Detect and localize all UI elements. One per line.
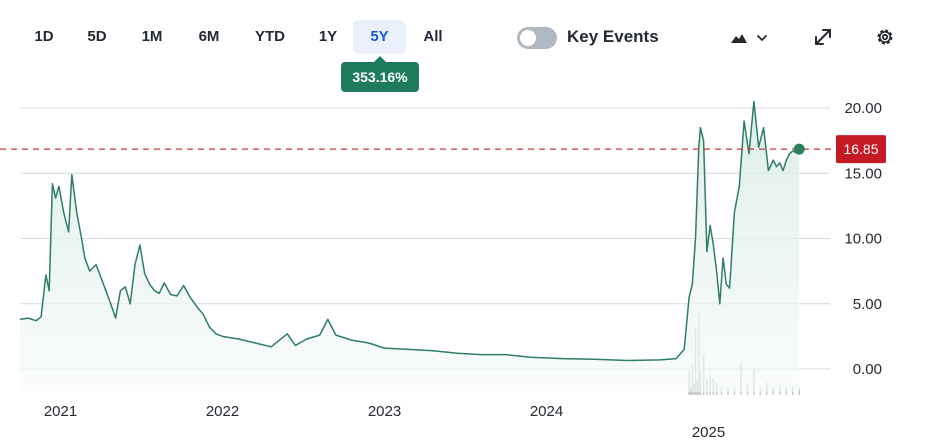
range-6m-button[interactable]: 6M — [198, 28, 220, 45]
performance-badge: 353.16% — [341, 56, 419, 92]
x-tick-label: 2025 — [692, 424, 725, 441]
toggle-knob — [520, 30, 536, 46]
key-events-label: Key Events — [567, 27, 659, 46]
volume-bar — [798, 388, 800, 395]
mountain-chart-icon[interactable] — [726, 27, 772, 49]
x-tick-label: 2022 — [206, 403, 239, 420]
range-ytd-button[interactable]: YTD — [255, 28, 285, 45]
current-price-marker[interactable] — [793, 143, 805, 155]
gear-icon[interactable] — [873, 25, 897, 49]
key-events-toggle[interactable] — [517, 27, 557, 49]
x-tick-label: 2021 — [44, 403, 77, 420]
chart-toolbar: 1D 5D 1M 6M YTD 1Y 5Y All Key Events — [0, 0, 936, 74]
current-price-tag: 16.85 — [836, 135, 886, 164]
x-tick-label: 2023 — [368, 403, 401, 420]
y-tick-label: 5.00 — [853, 296, 882, 313]
y-tick-label: 15.00 — [844, 165, 882, 182]
price-area — [20, 101, 800, 392]
range-1d-button[interactable]: 1D — [34, 28, 54, 45]
expand-icon[interactable] — [811, 25, 835, 49]
y-tick-label: 10.00 — [844, 231, 882, 248]
range-5y-button[interactable]: 5Y — [353, 20, 406, 54]
range-1m-button[interactable]: 1M — [141, 28, 163, 45]
x-tick-label: 2024 — [530, 403, 563, 420]
range-1y-button[interactable]: 1Y — [318, 28, 338, 45]
current-price-label: 16.85 — [843, 141, 878, 157]
price-line — [19, 100, 800, 362]
y-tick-label: 20.00 — [844, 100, 882, 117]
y-tick-label: 0.00 — [853, 361, 882, 378]
range-all-button[interactable]: All — [423, 28, 443, 45]
range-5d-button[interactable]: 5D — [87, 28, 107, 45]
